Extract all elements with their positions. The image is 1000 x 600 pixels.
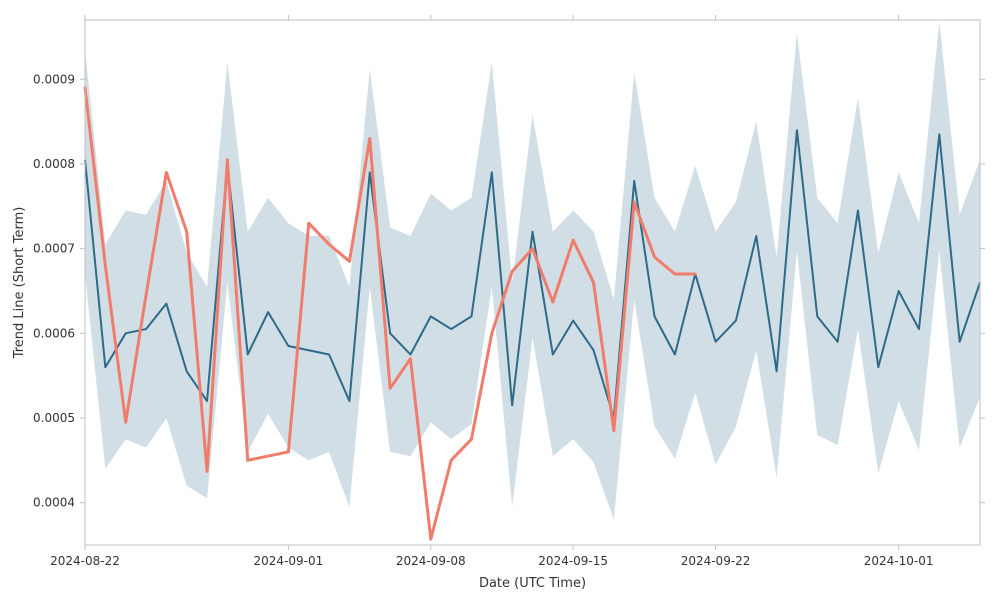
y-axis-label: Trend Line (Short Term): [12, 207, 27, 360]
y-tick-label: 0.0009: [33, 72, 75, 86]
x-tick-label: 2024-09-01: [254, 554, 324, 568]
y-tick-label: 0.0006: [33, 326, 75, 340]
x-tick-label: 2024-10-01: [864, 554, 934, 568]
y-tick-label: 0.0005: [33, 411, 75, 425]
y-tick-label: 0.0008: [33, 157, 75, 171]
x-tick-label: 2024-09-08: [396, 554, 466, 568]
x-tick-label: 2024-08-22: [50, 554, 120, 568]
x-tick-label: 2024-09-15: [538, 554, 608, 568]
y-tick-label: 0.0004: [33, 496, 75, 510]
x-axis-label: Date (UTC Time): [479, 576, 586, 591]
x-tick-label: 2024-09-22: [681, 554, 751, 568]
trend-chart: 0.0004 0.0005 0.0006 0.0007 0.0008 0.0009 202…: [0, 0, 1000, 600]
y-tick-label: 0.0007: [33, 242, 75, 256]
